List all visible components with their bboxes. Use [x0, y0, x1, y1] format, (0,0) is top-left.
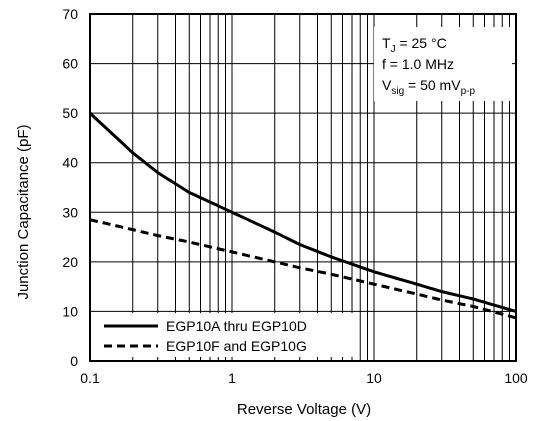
condition-vsig: Vsig = 50 mVp-p — [382, 77, 475, 97]
grid — [89, 13, 516, 362]
legend-label-egp10f-g: EGP10F and EGP10G — [166, 338, 307, 354]
series-lines — [88, 112, 517, 320]
x-tick-label: 0.1 — [80, 370, 100, 386]
series-line-egp10f-g — [89, 218, 517, 320]
y-tick-label: 10 — [62, 303, 78, 319]
y-tick-label: 20 — [62, 254, 78, 270]
y-tick-label: 50 — [62, 105, 78, 121]
tick-labels: 0.1 1 10 100 0 10 20 30 40 50 60 70 — [62, 6, 527, 386]
x-tick-label: 1 — [228, 370, 236, 386]
legend: EGP10A thru EGP10D EGP10F and EGP10G — [95, 313, 355, 357]
x-axis-label: Reverse Voltage (V) — [237, 401, 371, 418]
x-tick-label: 100 — [504, 370, 528, 386]
series-line-egp10a-d — [88, 112, 517, 313]
y-tick-label: 70 — [62, 6, 78, 22]
x-tick-label: 10 — [366, 370, 382, 386]
y-tick-label: 0 — [70, 353, 78, 369]
conditions-annotation: TJ = 25 °C f = 1.0 MHz Vsig = 50 mVp-p — [374, 27, 512, 101]
y-tick-label: 30 — [62, 204, 78, 220]
y-tick-label: 40 — [62, 155, 78, 171]
y-tick-label: 60 — [62, 56, 78, 72]
condition-frequency: f = 1.0 MHz — [382, 56, 454, 72]
condition-tj: TJ = 25 °C — [382, 35, 447, 55]
legend-box — [95, 313, 355, 357]
conditions-box — [374, 27, 512, 101]
y-axis-label: Junction Capacitance (pF) — [15, 124, 32, 299]
plot-frame — [89, 13, 517, 362]
legend-label-egp10a-d: EGP10A thru EGP10D — [166, 318, 307, 334]
